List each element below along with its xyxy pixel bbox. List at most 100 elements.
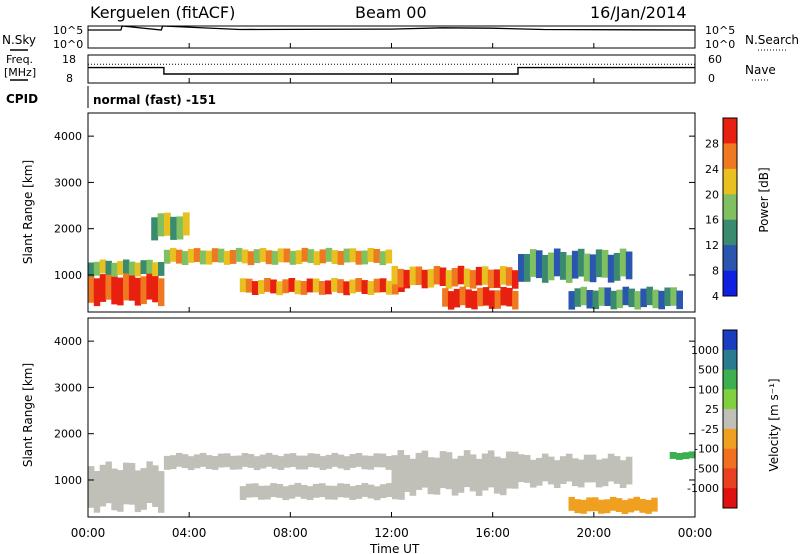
data-band-cell (117, 277, 124, 306)
data-band-cell (318, 281, 326, 295)
data-band-cell (385, 456, 393, 470)
data-band-cell (541, 453, 549, 482)
data-band-cell (571, 458, 579, 487)
colorbar-frame (722, 329, 738, 509)
colorbar-segment (723, 330, 737, 351)
data-band-cell (379, 278, 387, 293)
colorbar-tick: 8 (712, 265, 719, 278)
data-band-cell (253, 249, 261, 264)
data-band-cell (241, 453, 249, 467)
data-band-cell (331, 452, 339, 467)
colorbar-tick: 4 (712, 290, 719, 303)
data-band-cell (134, 262, 142, 277)
data-band-cell (482, 287, 490, 306)
data-band-cell (598, 499, 605, 514)
data-band-cell (367, 484, 375, 499)
data-band-cell (88, 262, 95, 277)
data-band-cell (361, 250, 369, 265)
data-band-cell (682, 452, 690, 460)
data-band-cell (463, 268, 471, 288)
data-band-cell (499, 266, 507, 285)
data-band-cell (385, 280, 393, 295)
data-band-cell (676, 290, 683, 310)
data-band-cell (603, 499, 611, 514)
data-band-cell (373, 278, 381, 293)
data-band-cell (170, 216, 178, 240)
data-band-cell (93, 471, 101, 513)
data-band-cell (518, 454, 525, 483)
data-band-cell (134, 470, 142, 513)
data-band-cell (111, 276, 118, 305)
data-band-cell (670, 287, 677, 306)
data-band-cell (270, 483, 277, 497)
data-band-cell (433, 266, 441, 285)
data-band-cell (319, 456, 327, 470)
colorbar-tick: 1000 (691, 344, 719, 357)
data-band-cell (595, 459, 603, 488)
data-band-cell (367, 248, 375, 262)
data-band-cell (568, 496, 575, 511)
noise-ytick-left-top: 10^5 (53, 24, 83, 37)
date-title: 16/Jan/2014 (590, 3, 687, 22)
data-band-cell (577, 248, 585, 277)
colorbar-tick: -1000 (687, 482, 719, 495)
data-band-cell (288, 484, 296, 499)
data-band-cell (613, 456, 621, 484)
cpid-label: CPID (6, 92, 38, 106)
data-band-cell (140, 276, 147, 305)
data-band-cell (146, 271, 153, 300)
colorbar-frame (722, 117, 738, 297)
data-band-cell (621, 500, 629, 514)
nsearch-label: N.Search (745, 33, 799, 47)
xtick-label: 12:00 (374, 526, 409, 540)
xtick-label: 00:00 (71, 526, 106, 540)
data-band-cell (223, 453, 231, 468)
colorbar-tick: 20 (705, 188, 719, 201)
data-band-cell (589, 254, 597, 283)
data-band-cell (592, 290, 600, 310)
data-band-cell (622, 286, 630, 306)
data-band-cell (105, 461, 112, 504)
colorbar-segment (723, 194, 737, 221)
data-band-cell (105, 271, 112, 300)
data-band-cell (559, 456, 567, 484)
data-band-cell (337, 251, 345, 265)
data-band-cell (253, 456, 261, 471)
data-band-cell (140, 260, 147, 275)
data-band-cell (469, 270, 477, 289)
data-band-cell (409, 266, 417, 286)
data-band-cell (295, 250, 303, 265)
data-band-cell (152, 262, 159, 277)
data-band-cell (193, 248, 201, 262)
data-band-cell (676, 453, 683, 460)
data-band-cell (658, 290, 665, 310)
colorbar-tick: 500 (698, 364, 719, 377)
data-band-cell (93, 278, 101, 307)
data-band-cell (518, 254, 525, 282)
data-band-cell (463, 450, 471, 488)
data-band-cell (349, 279, 356, 294)
data-band-cell (355, 485, 363, 499)
data-band-cell (565, 255, 573, 283)
data-band-cell (152, 274, 159, 303)
data-band-cell (577, 459, 585, 488)
data-band-cell (574, 288, 582, 307)
data-band-cell (397, 268, 405, 288)
data-band-cell (604, 287, 612, 306)
data-band-cell (99, 259, 107, 274)
data-band-cell (646, 286, 653, 306)
data-band-cell (500, 287, 507, 306)
data-band-cell (669, 452, 677, 459)
data-band-cell (415, 266, 423, 285)
station-title: Kerguelen (fitACF) (90, 3, 235, 22)
data-band-cell (580, 499, 587, 514)
data-band-cell (398, 485, 405, 500)
nsky-series-line (88, 25, 696, 31)
data-band-cell (627, 498, 635, 513)
colorbar-segment (723, 369, 737, 390)
data-band-cell (640, 288, 647, 308)
data-band-cell (481, 453, 489, 491)
data-band-cell (343, 248, 351, 263)
data-band-cell (421, 450, 429, 488)
data-band-cell (271, 250, 279, 265)
